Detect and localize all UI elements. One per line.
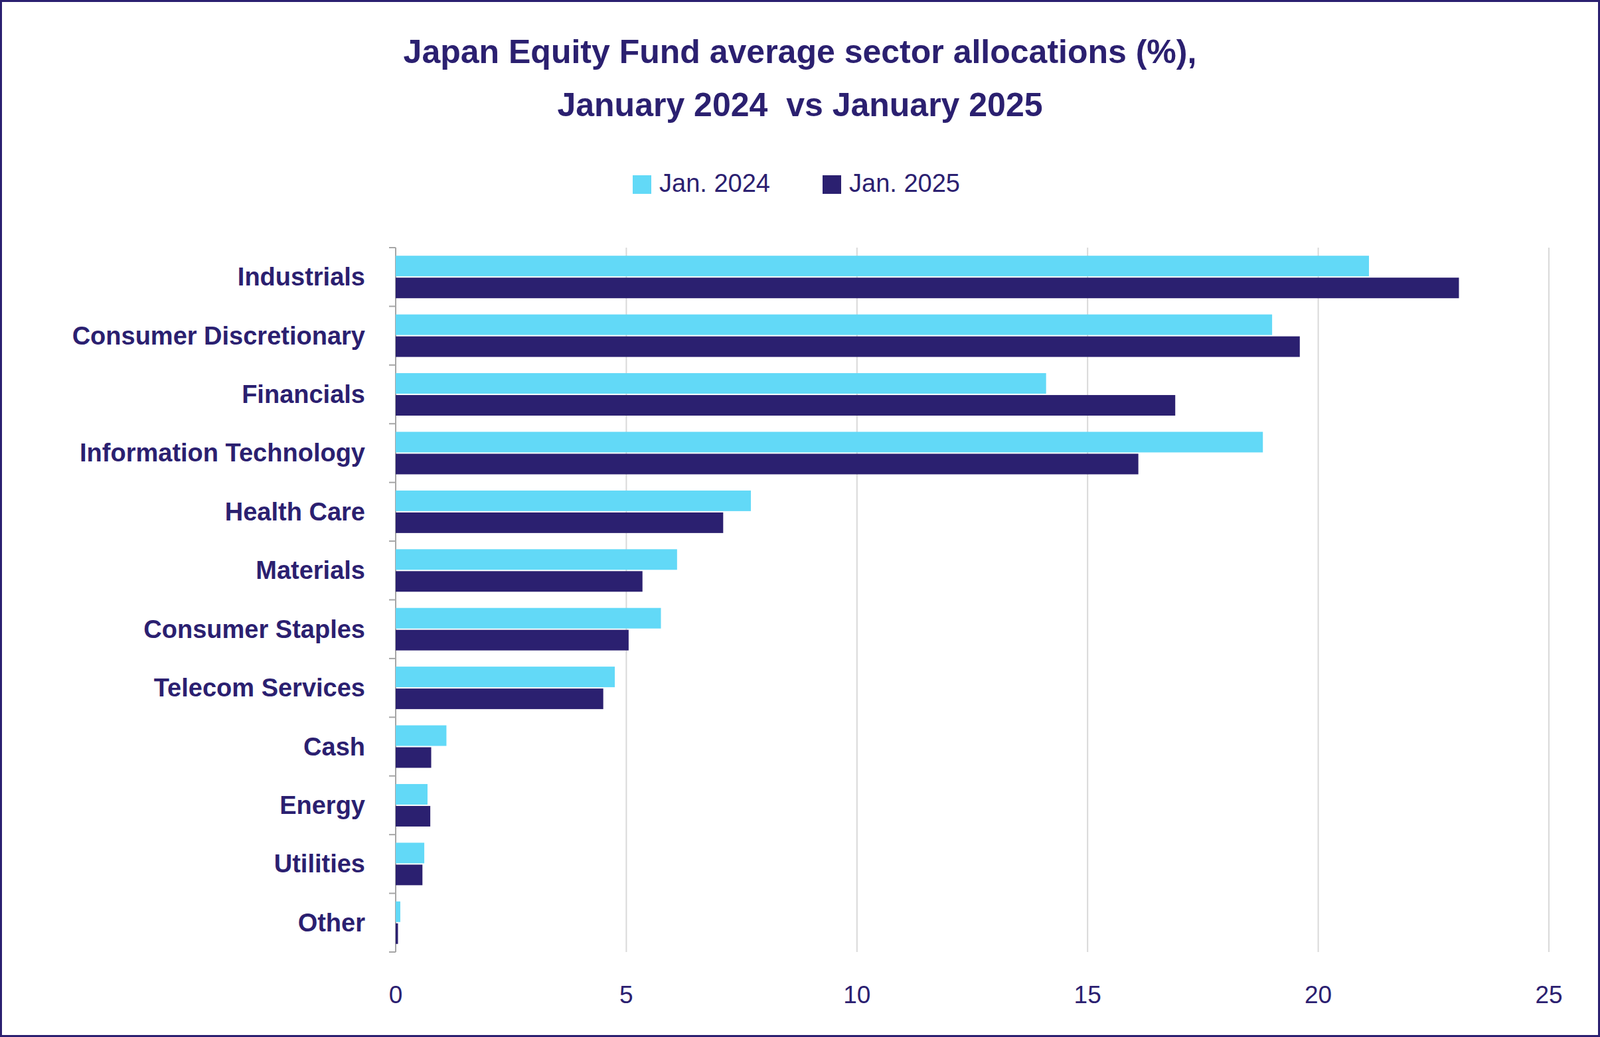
legend-label: Jan. 2024 (659, 169, 771, 198)
grid-line (1548, 247, 1550, 953)
bar (395, 747, 431, 769)
title-line: January 2024 vs January 2025 (557, 86, 1043, 124)
category-label: Financials (241, 380, 366, 409)
bar (395, 864, 423, 885)
legend-swatch (822, 175, 842, 194)
title: Japan Equity Fund average sector allocat… (403, 33, 1198, 124)
bar (395, 277, 1460, 299)
category-label: Cash (303, 732, 366, 761)
tick-label: 5 (619, 981, 634, 1009)
bar (395, 395, 1176, 416)
category-tick (389, 833, 396, 836)
bars (395, 255, 1460, 945)
category-tick (389, 657, 396, 660)
category-label: Other (298, 908, 366, 937)
tick-label: 0 (389, 981, 403, 1009)
bar (395, 842, 425, 864)
category-label: Energy (279, 791, 366, 820)
category-tick (389, 599, 396, 601)
bar (395, 688, 604, 710)
category-tick (389, 246, 396, 249)
category-label: Materials (255, 556, 366, 585)
category-tick (389, 305, 396, 307)
bar (395, 336, 1300, 358)
bar (395, 666, 615, 688)
legend-label: Jan. 2025 (849, 169, 960, 198)
category-label: Consumer Discretionary (72, 321, 366, 350)
tick-label: 20 (1304, 981, 1332, 1009)
bar (395, 570, 643, 592)
category-tick (389, 540, 396, 542)
category-label: Utilities (274, 849, 366, 878)
bar (395, 784, 428, 805)
legend-item: Jan. 2024 (632, 169, 771, 198)
legend-swatch (632, 175, 652, 194)
bar (395, 490, 751, 512)
bar (395, 255, 1369, 277)
bar (395, 373, 1047, 394)
bar (395, 901, 401, 923)
category-label: Information Technology (79, 438, 366, 467)
frame (1, 1, 1600, 1037)
category-tick (389, 364, 396, 366)
category-tick (389, 951, 396, 953)
category-label: Industrials (237, 262, 366, 291)
category-tick (389, 481, 396, 484)
category-tick (389, 892, 396, 895)
bar (395, 549, 678, 570)
category-label: Health Care (225, 497, 366, 526)
legend-item: Jan. 2025 (822, 169, 960, 198)
bar (395, 512, 723, 534)
bar (395, 630, 629, 651)
chart: Japan Equity Fund average sector allocat… (0, 0, 1600, 1037)
bar (395, 431, 1263, 453)
tick-label: 15 (1074, 981, 1102, 1009)
bar (395, 453, 1139, 475)
category-label: Consumer Staples (143, 615, 366, 644)
bar (395, 805, 431, 827)
tick-label: 25 (1534, 981, 1563, 1009)
grid-line (1317, 247, 1320, 953)
bar (395, 725, 447, 747)
category-tick (389, 775, 396, 777)
category-tick (389, 716, 396, 718)
tick-label: 10 (843, 981, 871, 1009)
bar (395, 314, 1273, 336)
category-label: Telecom Services (154, 673, 366, 702)
bar (395, 923, 398, 945)
title-line: Japan Equity Fund average sector allocat… (403, 33, 1198, 71)
bar (395, 608, 662, 629)
category-tick (389, 422, 396, 425)
